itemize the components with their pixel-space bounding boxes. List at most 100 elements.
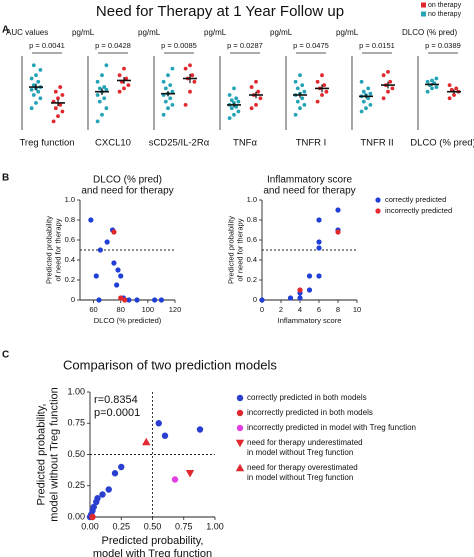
y-tick-label: 0.50: [67, 449, 85, 459]
y-tick-label: 1.00: [67, 386, 85, 396]
unit-label: AUC values: [6, 28, 48, 37]
x-tick-label: 120: [169, 305, 182, 314]
point: [104, 239, 110, 245]
point: [88, 217, 94, 223]
y-axis-label: model without Treg function: [48, 387, 60, 522]
point: [449, 87, 454, 92]
panel-label: C: [2, 350, 9, 361]
point: [53, 89, 58, 94]
point: [155, 420, 162, 427]
point: [320, 73, 324, 78]
point: [97, 99, 102, 104]
point: [166, 106, 170, 111]
y-tick-label: 0.8: [247, 215, 257, 224]
legend-label: incorrectly predicted in both models: [247, 408, 373, 417]
category-label: sCD25/IL-2Rα: [149, 138, 210, 149]
point: [36, 89, 41, 94]
point: [366, 86, 371, 91]
point: [254, 103, 258, 107]
point: [249, 85, 254, 89]
y-tick-label: 0.2: [65, 275, 75, 284]
point: [96, 297, 102, 303]
point: [293, 79, 298, 84]
point: [163, 86, 168, 91]
point: [293, 112, 298, 117]
chart-title: Inflammatory score: [267, 175, 352, 186]
point: [320, 93, 324, 97]
point: [95, 93, 100, 97]
x-tick-label: 80: [117, 305, 125, 314]
point: [298, 73, 302, 78]
point: [254, 79, 258, 84]
point: [381, 96, 386, 101]
point: [447, 96, 452, 101]
category-label: Treg function: [19, 138, 74, 149]
x-tick-label: 1.00: [206, 521, 224, 531]
chart-title: and need for therapy: [263, 186, 355, 197]
legend-label: in model without Treg function: [247, 448, 353, 457]
point: [126, 83, 131, 87]
point: [361, 89, 366, 94]
point: [316, 273, 322, 279]
point: [232, 86, 236, 91]
p-value: p = 0.0085: [161, 41, 197, 50]
point: [297, 295, 303, 301]
point: [236, 99, 241, 104]
point: [104, 87, 109, 92]
point: [122, 86, 126, 91]
y-axis-label: Predicted probability: [226, 216, 235, 284]
legend-marker: [235, 439, 245, 448]
point: [295, 99, 300, 104]
point: [100, 73, 104, 78]
point: [227, 116, 232, 120]
legend-marker: [375, 208, 381, 214]
point: [447, 83, 452, 87]
point: [192, 79, 197, 84]
point: [161, 79, 166, 84]
x-tick-label: 8: [336, 305, 340, 314]
point: [452, 93, 456, 97]
point: [94, 495, 101, 502]
legend-marker: [236, 394, 244, 402]
point: [95, 79, 100, 84]
point: [454, 86, 459, 91]
point: [258, 96, 263, 101]
point: [322, 83, 327, 87]
p-value: p = 0.0041: [29, 41, 65, 50]
legend-label: incorrectly predicted: [385, 206, 452, 215]
point: [302, 89, 307, 94]
x-tick-label: 10: [353, 305, 361, 314]
point: [295, 86, 300, 91]
unit-label: pg/mL: [204, 28, 227, 37]
legend-label: incorrectly predicted in model with Treg…: [247, 423, 416, 432]
p-value: p = 0.0428: [95, 41, 131, 50]
annotation: p=0.0001: [94, 407, 140, 419]
y-tick-label: 0.00: [67, 511, 85, 521]
point: [190, 73, 195, 78]
point: [134, 297, 140, 303]
y-tick-label: 0.4: [247, 255, 257, 264]
y-tick-label: 0: [71, 295, 75, 304]
point: [102, 96, 107, 101]
point: [97, 247, 103, 253]
point: [29, 87, 34, 92]
point: [104, 106, 109, 111]
y-tick-label: 0.4: [65, 255, 75, 264]
legend-marker: [375, 197, 381, 203]
point: [163, 99, 168, 104]
point: [434, 76, 439, 81]
annotation: r=0.8354: [94, 394, 138, 406]
point: [425, 89, 430, 94]
point: [300, 83, 305, 87]
legend-label: need for therapy underestimated: [247, 438, 363, 447]
point: [89, 513, 96, 521]
point: [386, 89, 390, 94]
point: [196, 426, 204, 433]
point: [188, 63, 192, 68]
point: [315, 99, 320, 104]
point: [38, 68, 43, 72]
x-tick-label: 0.50: [144, 521, 162, 531]
point: [93, 273, 99, 279]
point: [364, 106, 368, 111]
